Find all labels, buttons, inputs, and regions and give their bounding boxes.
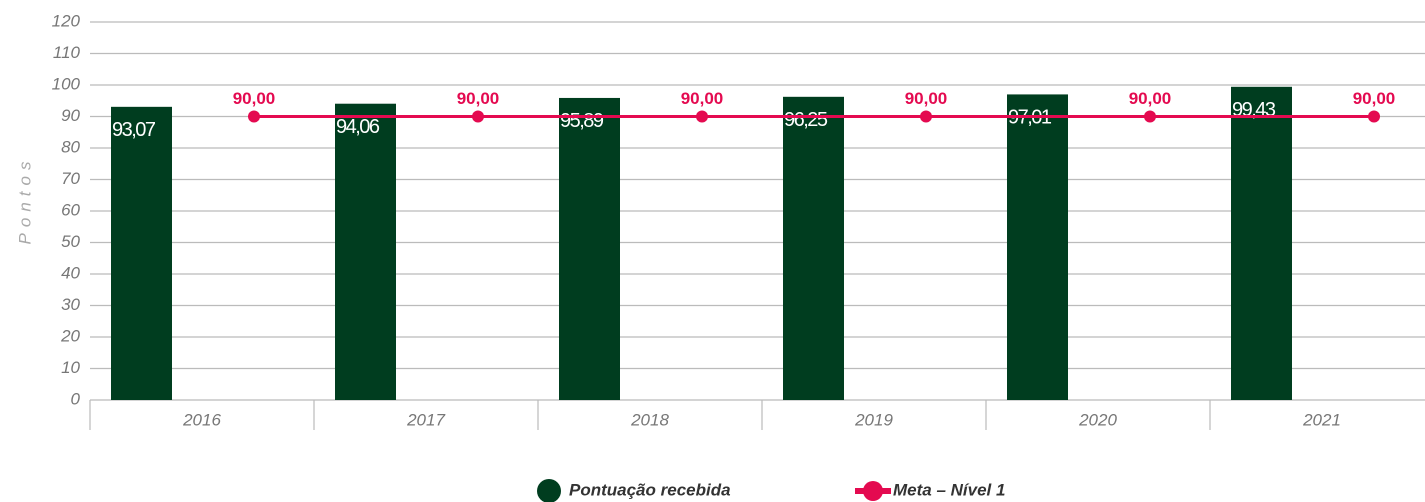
y-tick-label: 50	[61, 232, 80, 251]
line-point	[1368, 110, 1380, 123]
line-value-label: 90,00	[1129, 89, 1172, 108]
line-point	[920, 110, 932, 123]
y-tick-label: 110	[53, 43, 81, 62]
y-tick-label: 20	[60, 326, 80, 345]
x-tick-label: 2021	[1302, 410, 1341, 429]
line-point	[696, 110, 708, 123]
y-tick-label: 120	[52, 11, 81, 30]
line-point	[248, 110, 260, 123]
y-tick-label: 10	[61, 358, 80, 377]
x-tick-label: 2017	[406, 410, 445, 429]
bar	[559, 97, 620, 400]
line-point	[1144, 110, 1156, 123]
x-tick-label: 2018	[630, 410, 669, 429]
bar-value-label: 94,06	[336, 116, 380, 138]
legend-label: Meta – Nível 1	[893, 480, 1005, 499]
y-tick-label: 0	[71, 389, 81, 408]
line-value-label: 90,00	[681, 89, 724, 108]
legend-marker	[537, 479, 561, 502]
y-axis-label: Pontos	[15, 156, 34, 245]
y-tick-label: 60	[61, 200, 80, 219]
line-point	[472, 110, 484, 123]
bar-value-label: 96,25	[784, 109, 828, 131]
line-value-label: 90,00	[457, 89, 500, 108]
y-tick-label: 90	[61, 106, 80, 125]
line-value-label: 90,00	[905, 89, 948, 108]
x-tick-label: 2019	[854, 410, 893, 429]
bar	[1007, 94, 1068, 400]
y-tick-label: 70	[61, 169, 80, 188]
line-value-label: 90,00	[233, 89, 276, 108]
line-value-label: 90,00	[1353, 89, 1396, 108]
y-tick-label: 30	[61, 295, 80, 314]
legend-marker	[863, 481, 883, 501]
bar-value-label: 95,89	[560, 110, 604, 132]
bar	[335, 103, 396, 400]
bar-value-label: 93,07	[112, 119, 156, 141]
x-tick-label: 2020	[1078, 410, 1117, 429]
bar	[783, 96, 844, 400]
legend-label: Pontuação recebida	[569, 480, 731, 499]
y-tick-label: 100	[52, 74, 81, 93]
bar	[111, 106, 172, 400]
x-tick-label: 2016	[182, 410, 221, 429]
y-tick-label: 80	[61, 137, 80, 156]
y-tick-label: 40	[61, 263, 80, 282]
bar	[1231, 86, 1292, 400]
